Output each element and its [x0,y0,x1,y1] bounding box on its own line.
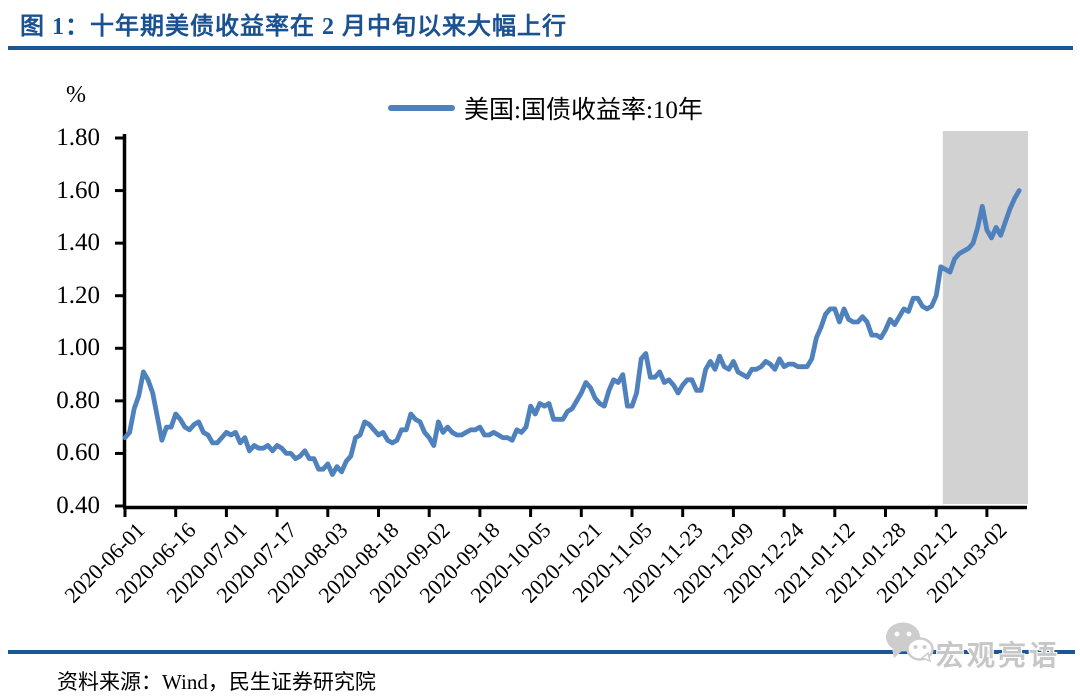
y-tick-label: 1.00 [56,334,100,362]
legend-line-swatch [388,105,455,111]
wechat-icon [886,622,934,663]
y-tick-label: 0.40 [56,492,100,519]
y-tick-label: 1.20 [56,281,100,309]
y-tick-label: 0.80 [56,386,100,414]
title-rule [8,46,1073,50]
y-tick-label: 0.60 [56,439,100,467]
chart-legend: 美国:国债收益率:10年 [388,92,703,124]
y-tick-label: 1.80 [56,124,100,151]
figure-title: 图 1：十年期美债收益率在 2 月中旬以来大幅上行 [20,14,567,40]
y-tick-label: 1.60 [56,176,100,204]
yield-series-line [122,188,1022,477]
source-note: 资料来源：Wind，民生证券研究院 [57,670,376,694]
watermark-text: 宏观亮语 [936,641,1061,672]
y-axis-unit-label: % [66,82,86,108]
highlight-region [942,131,1028,504]
footer-rule [8,650,1075,654]
y-tick-label: 1.40 [56,229,100,257]
watermark: 宏观亮语 [884,620,1060,674]
legend-label: 美国:国债收益率:10年 [464,97,703,124]
